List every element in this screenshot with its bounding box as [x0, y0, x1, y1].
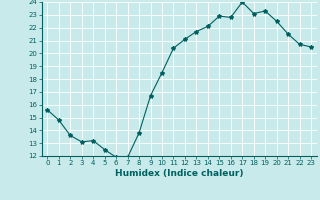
- X-axis label: Humidex (Indice chaleur): Humidex (Indice chaleur): [115, 169, 244, 178]
